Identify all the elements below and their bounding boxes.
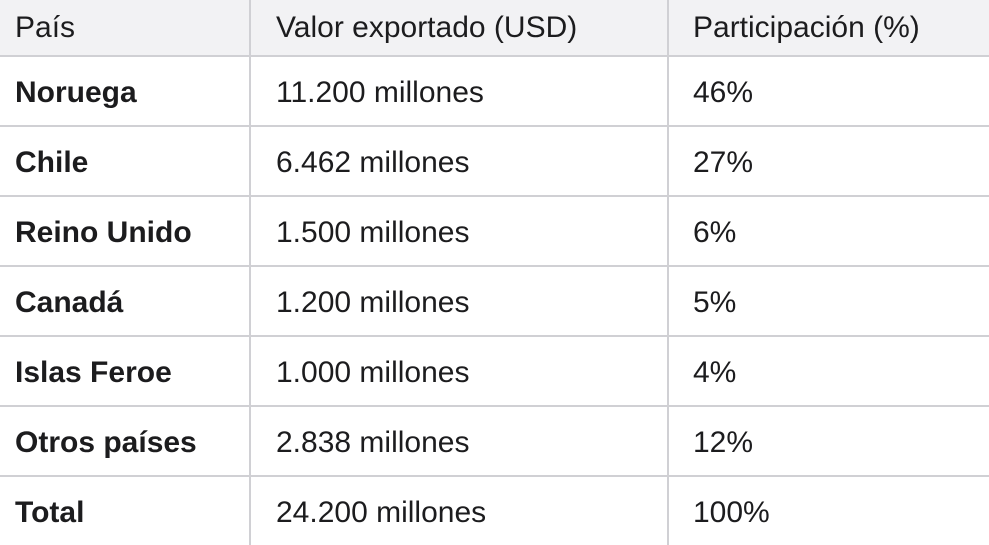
table-row: Noruega 11.200 millones 46%	[0, 55, 989, 127]
share-cell: 27%	[667, 125, 989, 197]
share-cell: 12%	[667, 405, 989, 477]
share-cell: 4%	[667, 335, 989, 407]
table-header: País Valor exportado (USD) Participación…	[0, 0, 989, 57]
country-cell: Islas Feroe	[0, 335, 251, 407]
value-cell: 24.200 millones	[249, 475, 669, 545]
country-cell: Noruega	[0, 55, 251, 127]
header-country: País	[0, 0, 251, 57]
country-cell: Total	[0, 475, 251, 545]
share-cell: 100%	[667, 475, 989, 545]
table-row: Chile 6.462 millones 27%	[0, 125, 989, 197]
value-cell: 1.200 millones	[249, 265, 669, 337]
value-cell: 11.200 millones	[249, 55, 669, 127]
total-row: Total 24.200 millones 100%	[0, 475, 989, 545]
value-cell: 6.462 millones	[249, 125, 669, 197]
country-cell: Chile	[0, 125, 251, 197]
country-cell: Otros países	[0, 405, 251, 477]
share-cell: 46%	[667, 55, 989, 127]
table-body: Noruega 11.200 millones 46% Chile 6.462 …	[0, 55, 989, 545]
share-cell: 6%	[667, 195, 989, 267]
table-row: Otros países 2.838 millones 12%	[0, 405, 989, 477]
header-row: País Valor exportado (USD) Participación…	[0, 0, 989, 57]
share-cell: 5%	[667, 265, 989, 337]
country-cell: Canadá	[0, 265, 251, 337]
table-row: Reino Unido 1.500 millones 6%	[0, 195, 989, 267]
country-cell: Reino Unido	[0, 195, 251, 267]
value-cell: 1.000 millones	[249, 335, 669, 407]
header-value: Valor exportado (USD)	[249, 0, 669, 57]
value-cell: 2.838 millones	[249, 405, 669, 477]
table-row: Islas Feroe 1.000 millones 4%	[0, 335, 989, 407]
value-cell: 1.500 millones	[249, 195, 669, 267]
table-row: Canadá 1.200 millones 5%	[0, 265, 989, 337]
header-share: Participación (%)	[667, 0, 989, 57]
